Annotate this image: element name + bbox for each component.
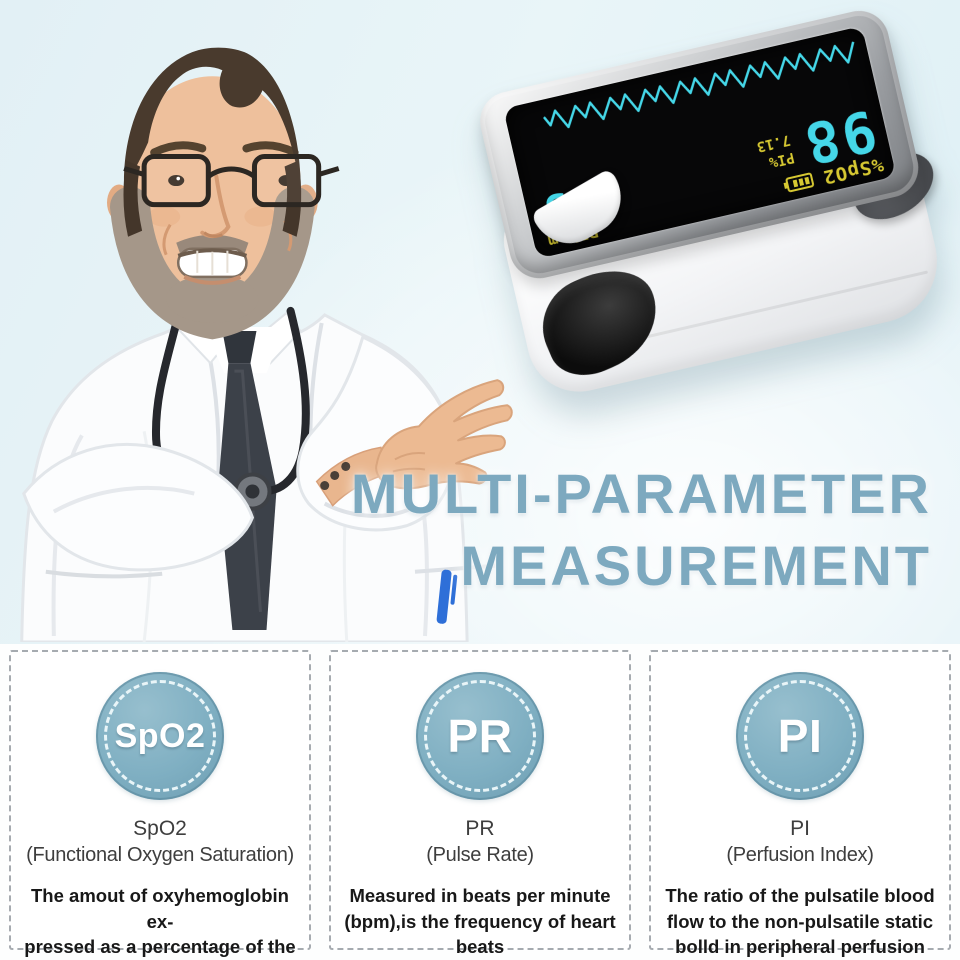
spo2-value: 98 <box>796 96 883 177</box>
badge-label: SpO2 <box>114 716 206 755</box>
card-body: The amout of oxyhemoglobin ex- pressed a… <box>24 885 296 958</box>
page-title: MULTI-PARAMETER MEASUREMENT <box>351 458 932 601</box>
info-card-pi: PI PI (Perfusion Index) The ratio of the… <box>649 650 951 957</box>
card-title: PR <box>465 817 495 840</box>
card-title: PI <box>790 817 810 840</box>
card-subtitle: (Pulse Rate) <box>426 844 534 867</box>
device-bezel: %SpO2 PRbpm 98 <box>474 4 925 285</box>
doctor-face <box>107 76 318 340</box>
card-body: Measured in beats per minute (bpm),is th… <box>344 885 616 958</box>
pulse-oximeter-device: %SpO2 PRbpm 98 <box>468 4 959 422</box>
doctor-pen <box>436 569 458 624</box>
pi-label: PI% <box>767 148 796 171</box>
headline-line1: MULTI-PARAMETER <box>350 462 932 525</box>
card-body: The ratio of the pulsatile blood flow to… <box>665 885 935 958</box>
parameter-cards: SpO2 SpO2 (Functional Oxygen Saturation)… <box>0 644 960 960</box>
battery-icon <box>783 173 814 193</box>
screen-content: %SpO2 PRbpm 98 <box>514 34 886 253</box>
doctor-hair <box>123 47 302 237</box>
hero-section: %SpO2 PRbpm 98 <box>0 0 960 644</box>
headline-line2: MEASUREMENT <box>460 533 932 597</box>
device-screen: %SpO2 PRbpm 98 <box>503 25 897 259</box>
pleth-waveform <box>542 41 855 129</box>
card-subtitle: (Perfusion Index) <box>726 844 874 867</box>
pi-readout: PI% 7.13 <box>755 130 796 173</box>
doctor-glasses <box>123 153 340 208</box>
badge-label: PI <box>777 710 823 762</box>
card-subtitle: (Functional Oxygen Saturation) <box>26 844 294 867</box>
doctor-left-arm <box>22 442 255 572</box>
badge-pr: PR <box>416 672 544 800</box>
info-card-pr: PR PR (Pulse Rate) Measured in beats per… <box>329 650 631 957</box>
info-card-spo2: SpO2 SpO2 (Functional Oxygen Saturation)… <box>9 650 311 957</box>
doctor-hand <box>375 379 513 490</box>
badge-pi: PI <box>736 672 864 800</box>
badge-label: PR <box>447 710 513 762</box>
card-title: SpO2 <box>133 817 187 840</box>
badge-spo2: SpO2 <box>96 672 224 800</box>
doctor-illustration <box>20 47 513 642</box>
